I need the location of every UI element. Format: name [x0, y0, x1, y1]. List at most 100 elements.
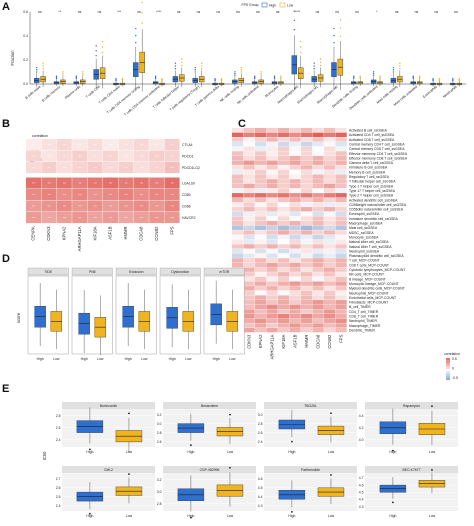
panel-c-row-label: Activated CD8 T cell_ssGSEA	[349, 138, 395, 142]
panel-c-cell	[301, 216, 313, 221]
panel-d-facet-title: Dysfunction	[171, 270, 189, 274]
panel-c-row-label: Myeloid dendritic cells_MCP-COUNT	[349, 287, 405, 291]
panel-c-cell	[335, 174, 347, 179]
panel-c-cell	[312, 174, 324, 179]
panel-e-facet: CGP-082996 2.8 3.0 3.2 High Low	[157, 466, 256, 519]
panel-c-legend-swatch	[446, 377, 450, 381]
panel-a-outlier	[135, 34, 137, 37]
panel-c-legend-swatch	[446, 369, 450, 372]
panel-c-cell	[232, 244, 244, 249]
panel-c-cell	[324, 193, 336, 198]
panel-e-ytick-label: 4.3	[258, 504, 263, 508]
panel-c-cell	[266, 221, 278, 226]
panel-c-cell	[289, 225, 301, 230]
panel-b-cell-stars: ***	[155, 204, 158, 208]
panel-a-outlier	[181, 61, 183, 63]
panel-a-outlier	[392, 71, 395, 73]
panel-c-cell	[324, 239, 336, 244]
panel-b-cell-stars: ***	[78, 154, 81, 158]
panel-c-cell	[243, 137, 255, 142]
panel-c-cell	[301, 179, 313, 184]
panel-d-group-high: High	[37, 357, 44, 361]
panel-b-cell-stars: ***	[140, 154, 143, 158]
panel-c-cell	[301, 290, 313, 296]
panel-a-significance: ns	[78, 10, 82, 14]
panel-c-cell	[335, 160, 347, 165]
panel-c-cell	[243, 193, 255, 198]
panel-b-cell	[149, 150, 165, 162]
panel-c-cell	[289, 193, 301, 198]
panel-b-cell	[103, 150, 118, 162]
panel-c-cell	[289, 160, 301, 165]
panel-c-cell	[266, 160, 278, 165]
panel-a-outlier	[75, 77, 78, 80]
panel-e-ytick-label: 2.4	[56, 504, 61, 508]
panel-c-cell	[289, 309, 301, 314]
panel-c-cell	[335, 230, 347, 235]
panel-e-outlier	[190, 444, 192, 447]
panel-b-cell-stars: ***	[78, 181, 81, 185]
panel-b-col-label: KPNA2	[62, 226, 67, 240]
panel-c-cell	[232, 230, 244, 235]
panel-b-cell	[149, 200, 165, 212]
panel-c-cell	[289, 183, 301, 189]
panel-c-cell	[335, 128, 347, 133]
panel-c-cell	[289, 244, 301, 249]
panel-a-box-high	[271, 79, 278, 86]
panel-c-cell	[243, 188, 255, 193]
panel-c-cell	[255, 141, 267, 147]
panel-e-outlier	[291, 511, 293, 513]
panel-a-category-label: Plasma cells	[64, 85, 81, 100]
panel-c-cell	[301, 141, 313, 147]
panel-d-box-low	[138, 289, 151, 350]
panel-c-cell	[301, 155, 313, 161]
panel-e-box-high	[177, 475, 205, 512]
panel-c-cell	[255, 318, 267, 323]
panel-a-box-low	[397, 70, 403, 87]
panel-c-cell	[278, 193, 290, 198]
panel-b-row-label: CD86	[182, 204, 191, 208]
panel-e-box-low	[216, 418, 244, 444]
panel-a-outlier	[36, 69, 38, 71]
panel-a-category-label: B cells memory	[41, 85, 62, 103]
panel-c-cell	[324, 183, 336, 189]
panel-a-significance: ns	[177, 10, 181, 14]
panel-a-outlier	[62, 74, 64, 76]
panel-b-cell	[26, 162, 41, 174]
panel-c-cell	[243, 253, 255, 258]
panel-c-cell	[289, 295, 301, 300]
panel-b-cell	[72, 177, 88, 189]
panel-c-cell	[335, 300, 347, 305]
panel-d-group-low: Low	[141, 357, 148, 361]
panel-c-cell	[324, 221, 336, 226]
panel-c-cell	[289, 262, 301, 268]
panel-e-facet-strip	[365, 466, 458, 473]
panel-c-cell	[324, 272, 336, 277]
panel-d-ylabel: score	[16, 312, 21, 323]
panel-b-cell	[149, 162, 165, 174]
panel-b-cell-stars: ***	[125, 166, 128, 170]
panel-d-box-high	[78, 290, 90, 354]
panel-c-cell	[255, 165, 267, 170]
panel-c-cell	[266, 300, 278, 305]
panel-c-cell	[335, 225, 347, 230]
panel-c-cell	[278, 146, 290, 151]
panel-c-cell	[335, 151, 347, 156]
panel-a-box-low	[139, 29, 145, 92]
panel-e-facet-title: BEC-K7677	[403, 468, 421, 472]
panel-c-legend-title: correlation	[444, 352, 460, 356]
panel-e-outlier	[330, 474, 332, 476]
panel-c-row-label: T cell_MCP-COUNT	[349, 259, 380, 263]
legend-low-key	[279, 2, 286, 8]
panel-e-group-high: High	[187, 514, 194, 518]
panel-c-cell	[232, 165, 244, 170]
panel-a-outlier	[280, 76, 282, 79]
panel-c-cell	[335, 318, 347, 323]
panel-c-cell	[301, 276, 313, 282]
panel-c-cell	[266, 262, 278, 268]
panel-c-cell	[289, 128, 301, 133]
panel-b-cell	[56, 150, 72, 162]
panel-b-cell	[103, 189, 118, 201]
panel-c-cell	[232, 146, 244, 151]
panel-c-cell	[232, 160, 244, 165]
